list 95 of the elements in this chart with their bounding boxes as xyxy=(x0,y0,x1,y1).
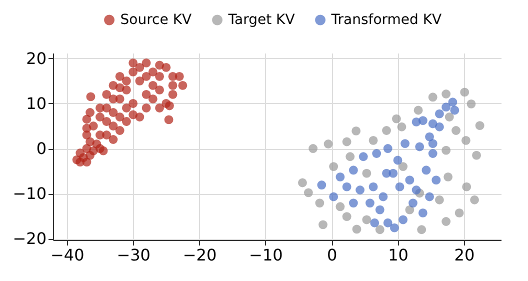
point xyxy=(425,192,434,202)
point xyxy=(412,117,421,126)
point xyxy=(434,122,444,132)
point xyxy=(372,149,382,158)
point xyxy=(352,126,361,136)
point xyxy=(318,220,328,230)
y-tick-label: 20 xyxy=(26,48,46,68)
point xyxy=(352,224,362,234)
point xyxy=(342,182,352,192)
point xyxy=(428,119,438,128)
legend-label: Source KV xyxy=(120,12,192,28)
point xyxy=(356,186,365,194)
point xyxy=(397,122,406,132)
point xyxy=(450,106,460,115)
point xyxy=(368,182,378,192)
x-tick-label: −20 xyxy=(182,246,217,264)
point xyxy=(336,172,345,182)
x-tick-label: 0 xyxy=(327,246,338,264)
point xyxy=(298,178,307,188)
point xyxy=(415,142,424,152)
point xyxy=(405,176,414,185)
point xyxy=(362,168,372,178)
point xyxy=(317,180,326,190)
point xyxy=(329,192,338,202)
point xyxy=(390,223,399,232)
point xyxy=(442,146,451,155)
point xyxy=(382,126,391,135)
point xyxy=(375,225,384,234)
point xyxy=(414,106,423,115)
point xyxy=(425,132,434,142)
x-tick-label: 10 xyxy=(388,246,408,264)
point xyxy=(348,166,358,175)
point xyxy=(393,156,402,165)
point xyxy=(472,150,481,160)
point xyxy=(346,152,355,162)
point xyxy=(304,188,313,198)
point xyxy=(434,109,444,118)
point xyxy=(362,215,372,224)
point xyxy=(375,205,384,214)
point xyxy=(475,121,484,130)
point xyxy=(308,144,318,153)
point xyxy=(405,205,414,214)
point xyxy=(412,186,421,194)
point xyxy=(448,98,458,107)
point xyxy=(342,212,352,222)
point xyxy=(329,162,338,172)
point xyxy=(348,198,358,208)
point xyxy=(428,92,438,102)
point xyxy=(398,215,408,224)
point xyxy=(392,114,401,124)
point xyxy=(417,225,426,234)
x-tick-label: −10 xyxy=(249,246,283,264)
point xyxy=(358,152,368,162)
point xyxy=(460,88,470,97)
point xyxy=(462,182,472,192)
legend-label: Target KV xyxy=(227,12,296,28)
point xyxy=(383,144,392,153)
point xyxy=(444,172,453,182)
x-tick-label: 20 xyxy=(454,246,475,264)
point xyxy=(418,208,428,218)
point xyxy=(444,112,454,122)
point xyxy=(422,166,431,175)
point xyxy=(442,102,451,112)
y-tick-label: −20 xyxy=(12,229,46,248)
point xyxy=(378,192,388,202)
point xyxy=(398,162,408,172)
point xyxy=(408,198,418,208)
point xyxy=(366,198,374,208)
point xyxy=(470,195,479,204)
y-tick-label: 0 xyxy=(36,139,46,158)
point xyxy=(442,90,451,98)
point xyxy=(428,139,438,148)
point xyxy=(452,126,460,135)
point xyxy=(315,198,324,208)
point xyxy=(342,137,352,146)
y-tick-label: 10 xyxy=(26,94,46,113)
point xyxy=(324,140,333,148)
point xyxy=(395,182,404,192)
point xyxy=(466,99,476,108)
x-tick-label: −40 xyxy=(50,246,84,264)
point xyxy=(383,218,392,228)
point xyxy=(432,176,441,185)
point xyxy=(461,136,470,145)
point xyxy=(454,208,464,218)
point xyxy=(336,202,345,212)
point xyxy=(400,139,410,148)
point xyxy=(370,218,380,228)
legend-label: Transformed KV xyxy=(330,12,442,28)
y-tick-label: −10 xyxy=(12,184,46,204)
point xyxy=(428,149,438,158)
x-tick-label: −30 xyxy=(116,246,150,264)
point xyxy=(442,217,451,226)
point xyxy=(368,136,378,145)
point xyxy=(434,195,444,204)
point xyxy=(388,168,398,178)
